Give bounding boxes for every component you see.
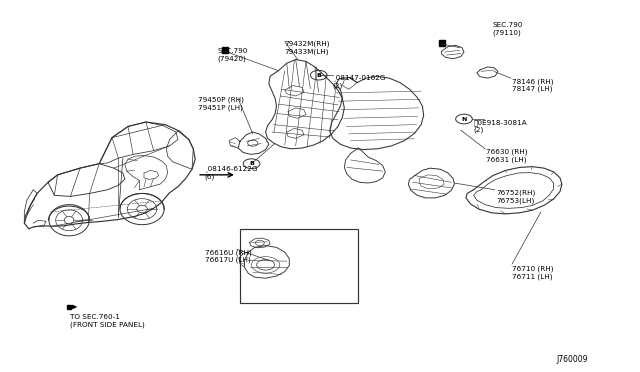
Text: 76752(RH)
76753(LH): 76752(RH) 76753(LH) bbox=[496, 190, 535, 204]
Text: ¸08147-0162G
(2): ¸08147-0162G (2) bbox=[333, 74, 387, 89]
Text: 78146 (RH)
78147 (LH): 78146 (RH) 78147 (LH) bbox=[512, 78, 554, 92]
Text: SEC.790
(79110): SEC.790 (79110) bbox=[493, 22, 523, 36]
Text: ⑀0E918-3081A
(2): ⑀0E918-3081A (2) bbox=[474, 119, 527, 133]
Text: B: B bbox=[316, 73, 321, 78]
Text: J760009: J760009 bbox=[557, 355, 588, 364]
Text: 76710 (RH)
76711 (LH): 76710 (RH) 76711 (LH) bbox=[512, 266, 554, 280]
Text: 79450P (RH)
79451P (LH): 79450P (RH) 79451P (LH) bbox=[198, 97, 244, 111]
Text: 76616U (RH)
76617U (LH): 76616U (RH) 76617U (LH) bbox=[205, 249, 252, 263]
Text: 76630 (RH)
76631 (LH): 76630 (RH) 76631 (LH) bbox=[486, 149, 528, 163]
Text: SEC.790
(79420): SEC.790 (79420) bbox=[218, 48, 248, 62]
Text: B: B bbox=[249, 161, 254, 166]
Text: TO SEC.760-1
(FRONT SIDE PANEL): TO SEC.760-1 (FRONT SIDE PANEL) bbox=[70, 314, 145, 328]
Text: 79432M(RH)
79433M(LH): 79432M(RH) 79433M(LH) bbox=[285, 41, 330, 55]
Text: ¸08146-6122G
(6): ¸08146-6122G (6) bbox=[205, 166, 259, 180]
Bar bbox=[240, 229, 358, 303]
Text: N: N bbox=[461, 116, 467, 122]
